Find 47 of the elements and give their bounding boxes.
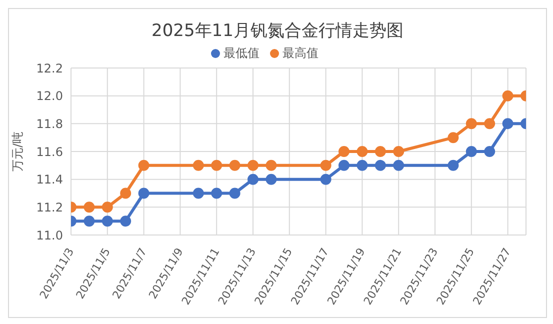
legend-label: 最高值 [282, 46, 318, 60]
point [192, 160, 204, 171]
point [466, 118, 477, 130]
chart-title: 2025年11月钒氮合金行情走势图 [150, 20, 404, 41]
point [466, 146, 477, 157]
point [502, 118, 514, 130]
point [192, 188, 204, 199]
point [338, 146, 350, 157]
point [102, 216, 113, 227]
y-tick-label: 11.0 [36, 228, 63, 242]
y-tick-label: 11.6 [36, 144, 63, 159]
point [248, 174, 258, 185]
point [393, 146, 404, 157]
point [484, 118, 496, 130]
point [120, 188, 132, 199]
point [374, 160, 386, 171]
point [120, 216, 132, 227]
point [356, 146, 368, 157]
y-axis-title: 万元/吨 [10, 131, 24, 172]
point [229, 188, 240, 199]
y-tick-label: 11.8 [36, 116, 63, 131]
point [102, 202, 113, 213]
point [338, 160, 350, 171]
point [502, 90, 514, 102]
point [393, 160, 404, 171]
point [484, 146, 496, 157]
legend-label: 最低值 [224, 46, 260, 60]
point [229, 160, 240, 171]
point [448, 132, 459, 144]
point [320, 174, 332, 185]
point [356, 160, 368, 171]
point [211, 188, 222, 199]
point [374, 146, 386, 157]
point [448, 160, 459, 171]
y-tick-label: 12.2 [36, 61, 63, 76]
point [320, 160, 332, 171]
point [211, 160, 222, 171]
y-tick-label: 11.2 [36, 200, 63, 214]
point [266, 174, 277, 185]
point [84, 216, 95, 227]
point [138, 160, 150, 171]
point [248, 160, 258, 171]
point [84, 202, 95, 213]
point [138, 188, 150, 199]
y-tick-label: 12.0 [36, 89, 63, 104]
y-tick-label: 11.4 [36, 172, 63, 187]
point [266, 160, 277, 171]
